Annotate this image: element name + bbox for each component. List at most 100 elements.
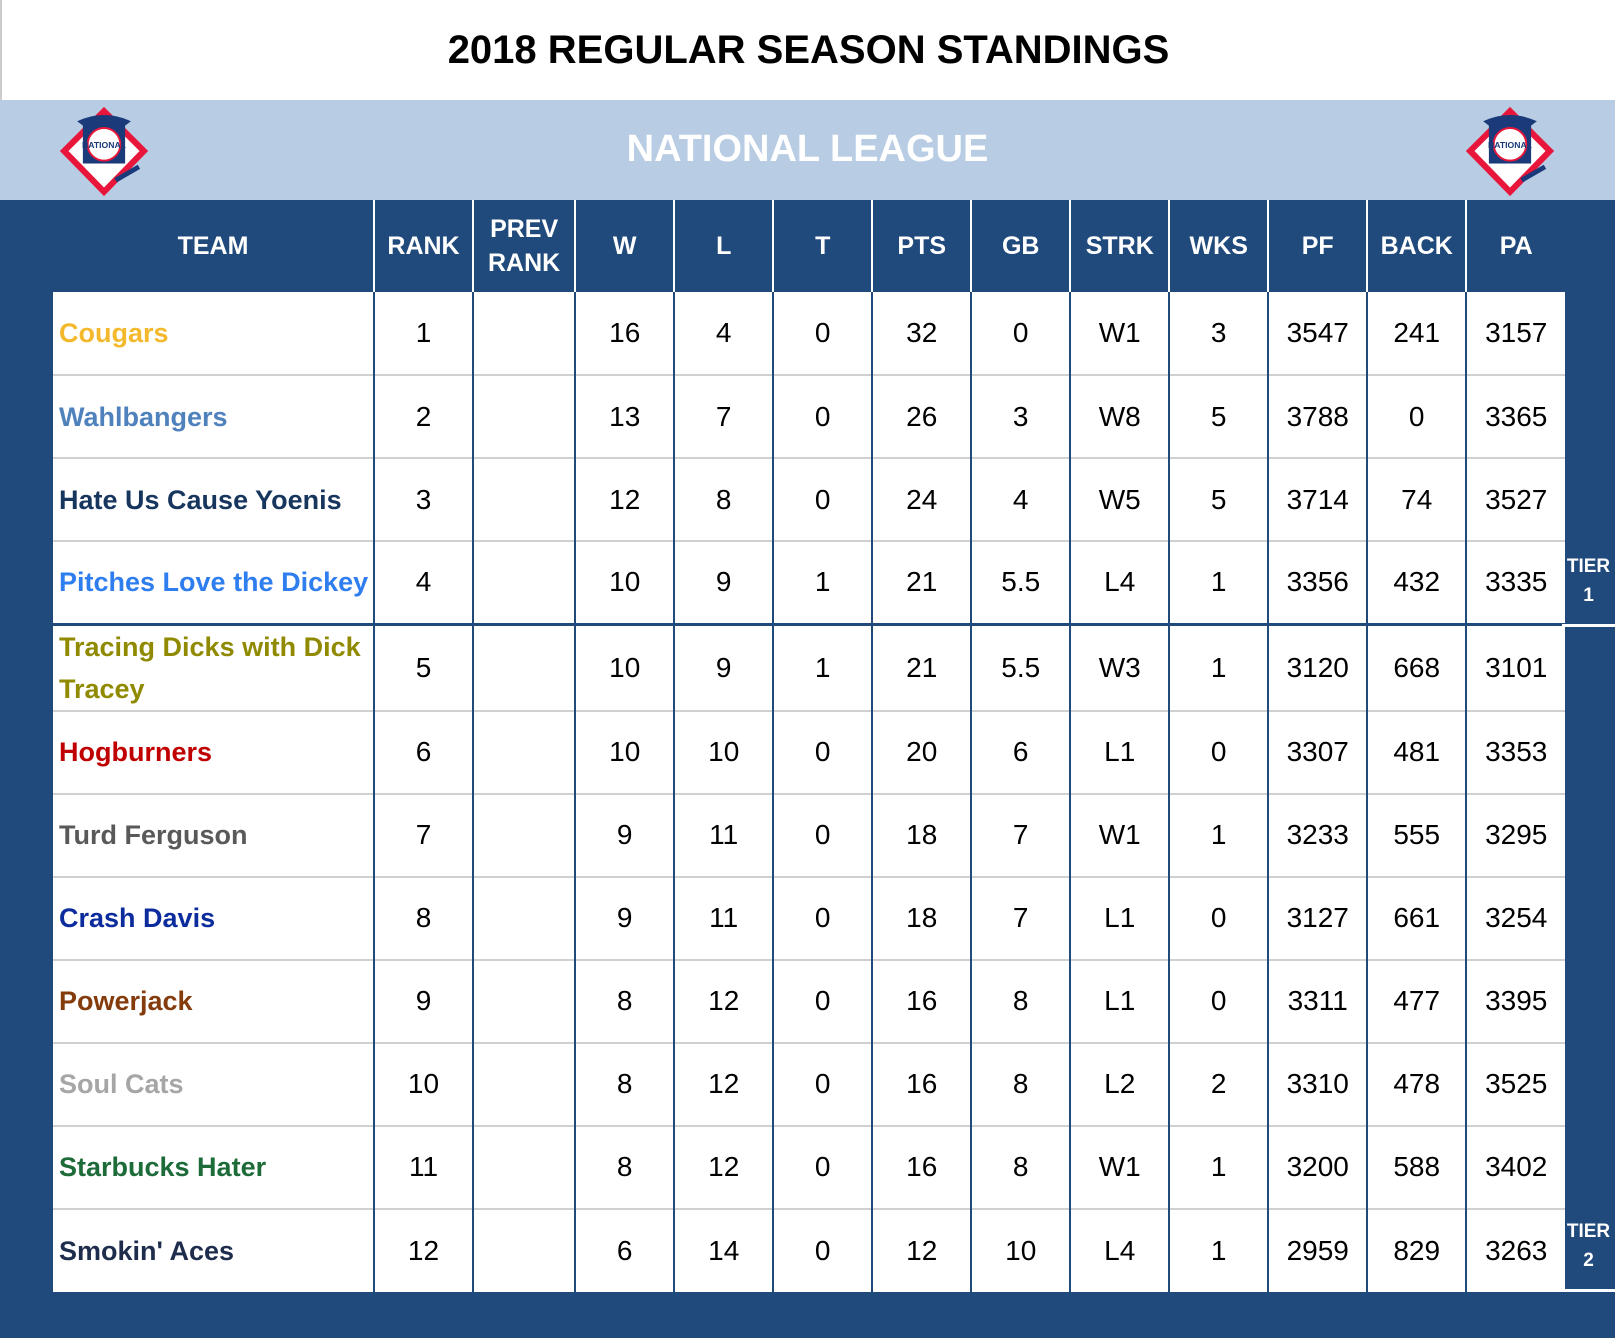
cell-gb: 8 [970,958,1071,1043]
cell-t: 0 [772,374,873,458]
cell-wks: 5 [1168,374,1269,458]
cell-w: 10 [574,623,675,711]
cell-pf: 3200 [1267,1124,1368,1209]
cell-w: 6 [574,1207,675,1292]
cell-prev [471,623,576,711]
column-header-pf: PF [1267,200,1368,292]
cell-wks: 1 [1168,623,1269,711]
cell-gb: 10 [970,1207,1071,1292]
cell-wks: 0 [1168,875,1269,960]
team-name: Soul Cats [53,1041,374,1126]
cell-t: 0 [772,875,873,960]
cell-rank: 6 [373,709,473,794]
cell-w: 8 [574,1124,675,1209]
team-name: Hate Us Cause Yoenis [53,457,374,541]
column-header-strk: STRK [1069,200,1170,292]
cell-prev [471,1124,576,1209]
table-row: Hogburners 6 10 10 0 20 6 L1 0 3307 481 3353 [53,709,1566,794]
cell-w: 8 [574,1041,675,1126]
cell-prev [471,709,576,794]
team-name: Tracing Dicks with Dick Tracey [53,623,374,711]
cell-pa: 3263 [1465,1207,1566,1292]
cell-prev [471,540,576,626]
column-header-l: L [673,200,774,292]
team-name: Crash Davis [53,875,374,960]
league-name: NATIONAL LEAGUE [626,128,989,170]
cell-pf: 3120 [1267,623,1368,711]
cell-pts: 16 [871,958,972,1043]
cell-strk: W3 [1069,623,1170,711]
team-name: Powerjack [53,958,374,1043]
cell-rank: 8 [373,875,473,960]
cell-prev [471,792,576,877]
league-banner: NATIONAL NATIONAL [0,100,1615,200]
standings-table: TEAM RANK PREV RANK W L T PTS GB STRK WKS PF BACK PA… [53,200,1566,1292]
cell-t: 0 [772,958,873,1043]
cell-pf: 3714 [1267,457,1368,541]
team-name: Turd Ferguson [53,792,374,877]
cell-prev [471,374,576,458]
table-row: Hate Us Cause Yoenis 3 12 8 0 24 4 W5 5 3714 74 352… [53,457,1566,541]
cell-rank: 9 [373,958,473,1043]
cell-t: 0 [772,792,873,877]
svg-text:NATIONAL: NATIONAL [82,140,126,150]
cell-back: 668 [1366,623,1467,711]
national-league-logo: NATIONAL [1465,106,1555,197]
cell-pa: 3527 [1465,457,1566,541]
cell-l: 8 [673,457,774,541]
cell-pa: 3295 [1465,792,1566,877]
cell-w: 10 [574,709,675,794]
table-row: Crash Davis 8 9 11 0 18 7 L1 0 3127 661 3254 [53,875,1566,960]
column-header-gb: GB [970,200,1071,292]
cell-gb: 4 [970,457,1071,541]
cell-t: 0 [772,1207,873,1292]
cell-t: 0 [772,292,873,375]
cell-l: 11 [673,792,774,877]
column-header-prev-rank: PREV RANK [471,200,576,292]
cell-pf: 3310 [1267,1041,1368,1126]
cell-rank: 2 [373,374,473,458]
cell-gb: 0 [970,292,1071,375]
cell-back: 241 [1366,292,1467,375]
column-header-wks: WKS [1168,200,1269,292]
cell-strk: L1 [1069,709,1170,794]
cell-strk: W1 [1069,792,1170,877]
cell-pf: 3127 [1267,875,1368,960]
cell-wks: 0 [1168,709,1269,794]
cell-gb: 7 [970,792,1071,877]
cell-strk: L4 [1069,1207,1170,1292]
cell-w: 12 [574,457,675,541]
cell-l: 7 [673,374,774,458]
cell-rank: 3 [373,457,473,541]
cell-pa: 3254 [1465,875,1566,960]
column-header-pa: PA [1465,200,1566,292]
cell-back: 481 [1366,709,1467,794]
cell-pa: 3101 [1465,623,1566,711]
cell-wks: 0 [1168,958,1269,1043]
cell-pa: 3402 [1465,1124,1566,1209]
cell-wks: 1 [1168,792,1269,877]
cell-pf: 3233 [1267,792,1368,877]
cell-prev [471,292,576,375]
cell-prev [471,958,576,1043]
cell-wks: 1 [1168,540,1269,626]
cell-back: 478 [1366,1041,1467,1126]
cell-pf: 3311 [1267,958,1368,1043]
cell-pf: 3307 [1267,709,1368,794]
cell-w: 10 [574,540,675,626]
cell-strk: L4 [1069,540,1170,626]
column-header-w: W [574,200,675,292]
team-name: Wahlbangers [53,374,374,458]
team-name: Cougars [53,292,374,375]
cell-rank: 11 [373,1124,473,1209]
team-name: Pitches Love the Dickey [53,540,374,626]
cell-w: 16 [574,292,675,375]
table-row: Turd Ferguson 7 9 11 0 18 7 W1 1 3233 555 3295 [53,792,1566,877]
table-row: Tracing Dicks with Dick Tracey 5 10 9 1 21 5.5… [53,623,1566,711]
cell-pf: 3788 [1267,374,1368,458]
page-title: 2018 REGULAR SEASON STANDINGS [0,0,1615,100]
cell-wks: 2 [1168,1041,1269,1126]
cell-strk: W1 [1069,1124,1170,1209]
cell-t: 0 [772,457,873,541]
cell-pts: 32 [871,292,972,375]
